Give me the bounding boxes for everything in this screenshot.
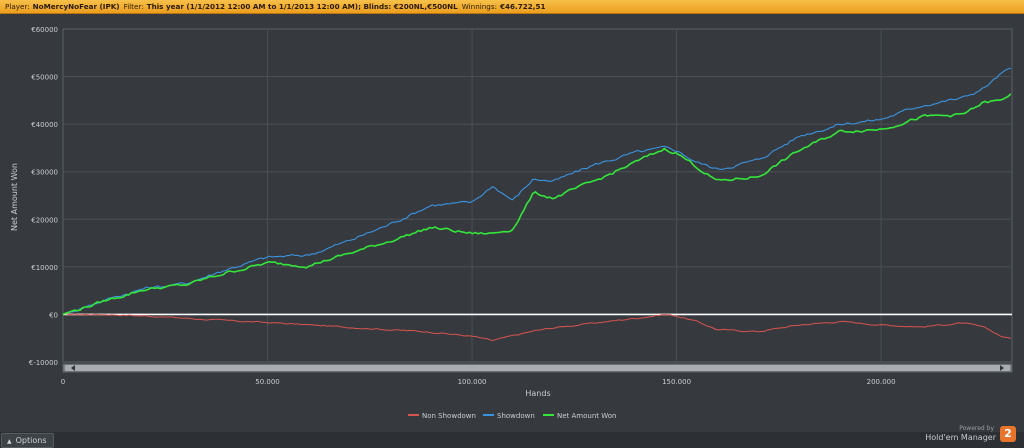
player-info-bar: Player: NoMercyNoFear (IPK) Filter: This ye… [0, 0, 1024, 14]
player-label: Player: [5, 2, 30, 11]
options-button[interactable]: ▲ Options [1, 433, 54, 448]
holdem-manager-logo: Powered by Hold'em Manager 2 [924, 423, 1022, 447]
winnings-label: Winnings: [461, 2, 498, 11]
series-line-1 [62, 313, 1011, 341]
y-tick-label: €20000 [31, 216, 58, 224]
x-tick-label: 50.000 [255, 378, 280, 386]
winnings-value: €46.722,51 [500, 2, 546, 11]
product-name: Hold'em Manager [925, 433, 996, 442]
series-line-3 [62, 93, 1012, 316]
scrollbar-thumb[interactable] [65, 365, 1010, 371]
y-tick-label: €-10000 [29, 359, 58, 367]
scroll-right-icon[interactable] [1000, 365, 1004, 371]
chart-legend: Non Showdown Showdown Net Amount Won [408, 412, 616, 420]
x-tick-label: 200.000 [867, 378, 896, 386]
y-tick-label: €40000 [31, 121, 58, 129]
player-value: NoMercyNoFear (IPK) [32, 2, 120, 11]
legend-label: Net Amount Won [557, 412, 616, 420]
options-label: Options [15, 436, 47, 445]
filter-label: Filter: [123, 2, 144, 11]
y-tick-label: €50000 [31, 74, 58, 82]
chevron-up-icon: ▲ [7, 438, 12, 445]
horizontal-scrollbar[interactable] [62, 363, 1013, 373]
plot-area [62, 28, 1013, 363]
series-line-2 [62, 67, 1011, 315]
y-tick-label: €10000 [31, 264, 58, 272]
scroll-left-icon[interactable] [71, 365, 75, 371]
y-tick-label: €0 [49, 311, 58, 319]
legend-label: Showdown [497, 412, 535, 420]
net-won-graph: €-10000 €0 €10000 €20000 €30000 €40000 €50000 €… [10, 26, 1013, 420]
legend-label: Non Showdown [422, 412, 476, 420]
x-tick-label: 150.000 [662, 378, 691, 386]
x-axis-label: Hands [525, 389, 550, 398]
filter-value: This year (1/1/2012 12:00 AM to 1/1/2013… [146, 2, 458, 11]
bottom-toolbar [0, 432, 1024, 448]
x-tick-label: 0 [61, 378, 65, 386]
y-tick-label: €30000 [31, 169, 58, 177]
x-tick-label: 100.000 [458, 378, 487, 386]
y-axis-label: Net Amount Won [10, 163, 19, 231]
powered-by-text: Powered by [959, 425, 994, 432]
y-tick-label: €60000 [31, 26, 58, 34]
hm2-badge-icon: 2 [1000, 426, 1016, 442]
